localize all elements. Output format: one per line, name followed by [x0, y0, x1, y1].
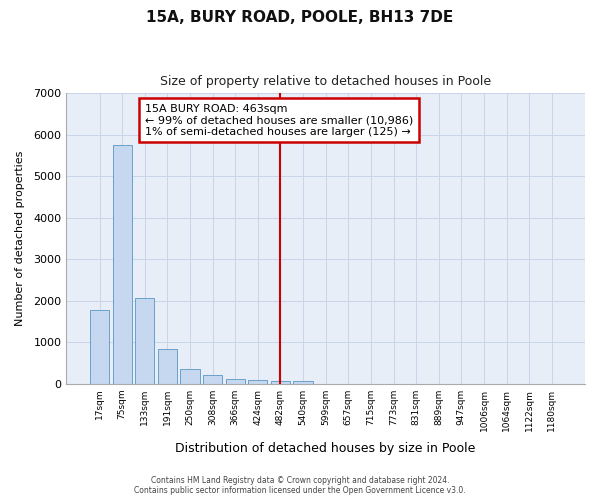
Title: Size of property relative to detached houses in Poole: Size of property relative to detached ho… [160, 75, 491, 88]
Text: 15A, BURY ROAD, POOLE, BH13 7DE: 15A, BURY ROAD, POOLE, BH13 7DE [146, 10, 454, 25]
Bar [90, 310, 109, 384]
Bar [226, 379, 245, 384]
Text: 15A BURY ROAD: 463sqm
← 99% of detached houses are smaller (10,986)
1% of semi-d: 15A BURY ROAD: 463sqm ← 99% of detached … [145, 104, 413, 137]
Bar [248, 380, 268, 384]
Bar [158, 350, 177, 384]
Bar [203, 375, 222, 384]
Bar [181, 368, 200, 384]
Y-axis label: Number of detached properties: Number of detached properties [15, 151, 25, 326]
Bar [135, 298, 154, 384]
Bar [271, 380, 290, 384]
Text: Contains HM Land Registry data © Crown copyright and database right 2024.
Contai: Contains HM Land Registry data © Crown c… [134, 476, 466, 495]
Bar [293, 380, 313, 384]
Bar [113, 145, 132, 384]
X-axis label: Distribution of detached houses by size in Poole: Distribution of detached houses by size … [175, 442, 476, 455]
